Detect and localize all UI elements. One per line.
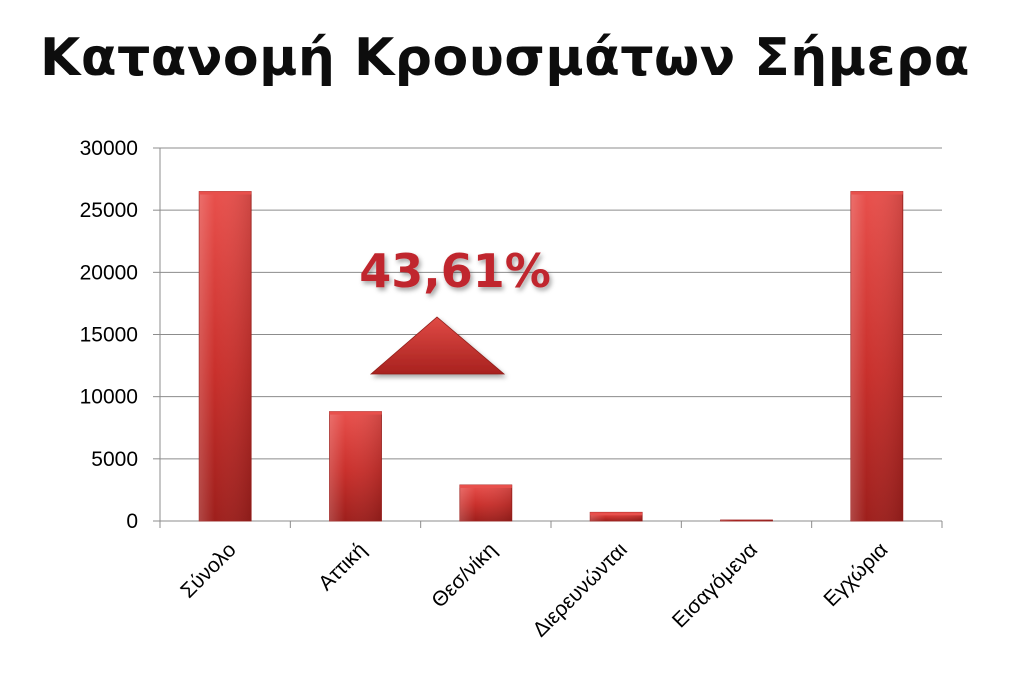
bar-shade-4 [720, 520, 773, 521]
bar-shade-5 [850, 191, 903, 521]
y-tick-label: 20000 [80, 261, 138, 284]
y-tick-label: 5000 [91, 448, 138, 471]
bar-top-3 [590, 512, 643, 516]
x-category-label: Θεσ/νίκη [427, 538, 501, 612]
x-category-label: Σύνολο [176, 538, 240, 602]
x-category-label: Εισαγόμενα [668, 538, 762, 632]
bar-top-5 [850, 191, 903, 195]
bar-top-1 [329, 411, 382, 415]
bar-shade-3 [590, 512, 643, 521]
up-triangle-icon [369, 316, 506, 375]
x-category-label: Διερευνώνται [528, 538, 632, 642]
y-tick-label: 15000 [80, 324, 138, 347]
bar-top-0 [199, 191, 252, 195]
bar-shade-1 [329, 411, 382, 521]
bar-shade-2 [459, 484, 512, 521]
y-tick-label: 25000 [80, 199, 138, 222]
y-tick-label: 30000 [80, 137, 138, 160]
x-category-label: Αττική [314, 538, 371, 595]
x-category-label: Εγχώρια [819, 538, 892, 611]
chart-title: Κατανομή Κρουσμάτων Σήμερα [40, 28, 970, 88]
bar-top-2 [459, 484, 512, 488]
bar-shade-0 [199, 191, 252, 521]
annotation-percentage: 43,61% [359, 244, 551, 298]
y-tick-label: 0 [126, 510, 138, 533]
y-tick-label: 10000 [80, 386, 138, 409]
